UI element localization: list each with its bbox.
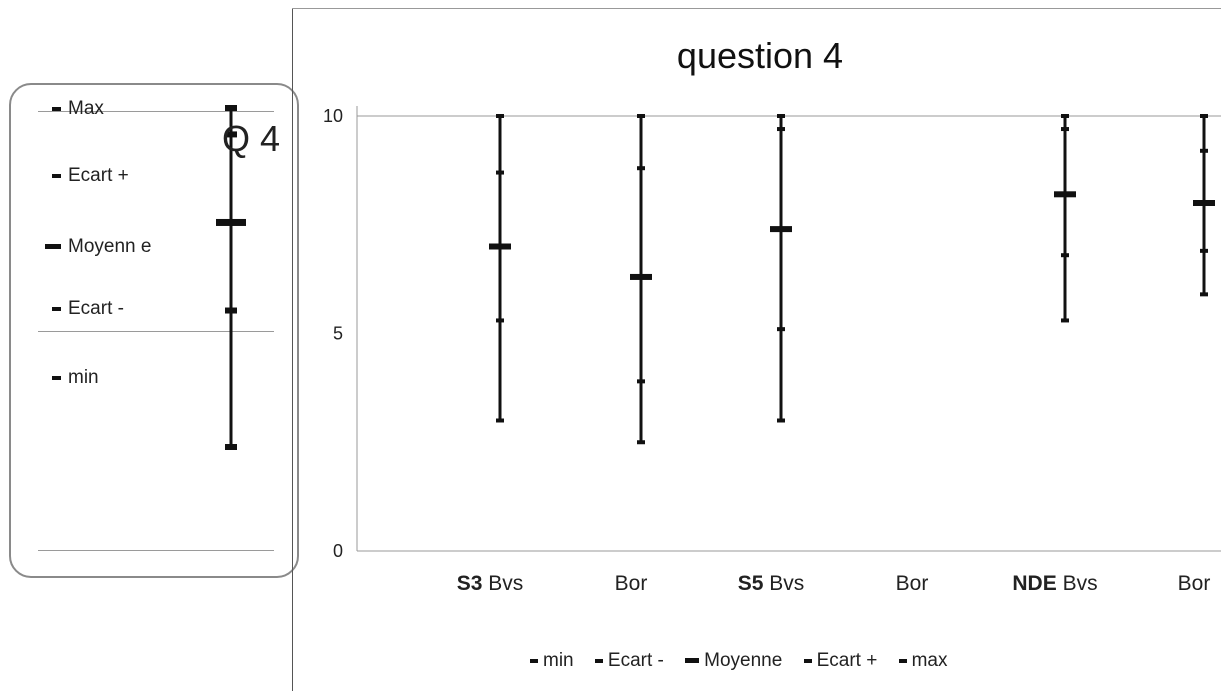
y-tick-label-5: 5 [333, 324, 343, 344]
legend-item-moyenne: Moyenn e [45, 233, 165, 261]
x-tick-label-4: NDE Bvs [1012, 572, 1097, 595]
marker-ecart--1 [637, 379, 645, 384]
legend-title: Q 4 [222, 118, 281, 159]
x-tick-label-3: Bor [896, 572, 929, 595]
marker-max-5 [1200, 114, 1208, 118]
chart-legend-item-ecart-minus: Ecart - [594, 650, 664, 671]
chart-legend-swatch-max [898, 658, 907, 663]
marker-ecart--0 [496, 318, 504, 323]
legend-item-ecart-minus: Ecart - [52, 298, 124, 320]
chart-legend-swatch-ecart-plus [803, 658, 812, 663]
legend-item-ecart-plus: Ecart + [52, 165, 129, 187]
x-tick-label-5: Bor [1178, 572, 1211, 595]
legend-swatch-moyenne [45, 244, 61, 250]
marker-max-0 [496, 114, 504, 118]
legend-divider-top [38, 111, 274, 112]
legend-swatch-min [52, 375, 61, 380]
chart-legend: min Ecart - Moyenne Ecart + max [530, 650, 964, 672]
chart-legend-item-ecart-plus: Ecart + [803, 650, 877, 671]
x-tick-label-1: Bor [615, 572, 648, 595]
legend-item-min: min [52, 367, 99, 389]
legend-sample-ecart-plus [225, 131, 237, 138]
marker-ecart--2 [777, 327, 785, 332]
legend-sample-ecart-minus [225, 307, 237, 314]
chart-legend-swatch-ecart-minus [594, 658, 603, 663]
marker-min-5 [1200, 292, 1208, 297]
marker-ecart--4 [1061, 127, 1069, 132]
y-tick-label-10: 10 [323, 106, 343, 126]
chart-legend-item-max: max [898, 650, 948, 671]
marker-moyenne-2 [770, 226, 792, 233]
legend-panel [9, 83, 299, 578]
marker-min-4 [1061, 318, 1069, 323]
marker-ecart--0 [496, 170, 504, 175]
chart-legend-swatch-moyenne [685, 658, 700, 664]
y-tick-label-0: 0 [333, 541, 343, 561]
marker-max-1 [637, 114, 645, 118]
legend-sample-min [225, 444, 237, 450]
frame-left-border [292, 8, 293, 691]
marker-ecart--1 [637, 166, 645, 171]
x-tick-label-2: S5 Bvs [738, 572, 805, 595]
marker-min-2 [777, 418, 785, 423]
chart-legend-item-moyenne: Moyenne [685, 650, 782, 671]
legend-sample-max [225, 105, 237, 111]
legend-swatch-max [52, 106, 61, 111]
chart-legend-item-min: min [530, 650, 574, 671]
legend-divider-middle [38, 331, 274, 332]
marker-ecart--2 [777, 127, 785, 132]
chart-title: question 4 [676, 35, 844, 76]
chart-legend-swatch-min [530, 658, 538, 663]
legend-sample-series [216, 105, 246, 450]
x-tick-label-0: S3 Bvs [457, 572, 524, 595]
legend-swatch-ecart-plus [52, 173, 61, 178]
marker-moyenne-5 [1193, 200, 1215, 206]
marker-moyenne-1 [630, 273, 652, 280]
legend-divider-bottom [38, 550, 274, 551]
legend-item-max: Max [52, 98, 104, 120]
marker-ecart--4 [1061, 253, 1069, 258]
marker-max-2 [777, 114, 785, 118]
frame-top-border [292, 8, 1221, 9]
marker-ecart--5 [1200, 248, 1208, 253]
marker-min-0 [496, 418, 504, 423]
marker-moyenne-4 [1054, 191, 1076, 198]
marker-ecart--5 [1200, 148, 1208, 153]
marker-moyenne-0 [489, 243, 511, 250]
legend-swatch-ecart-minus [52, 306, 61, 311]
legend-sample-moyenne [216, 218, 246, 226]
marker-max-4 [1061, 114, 1069, 118]
marker-min-1 [637, 440, 645, 445]
